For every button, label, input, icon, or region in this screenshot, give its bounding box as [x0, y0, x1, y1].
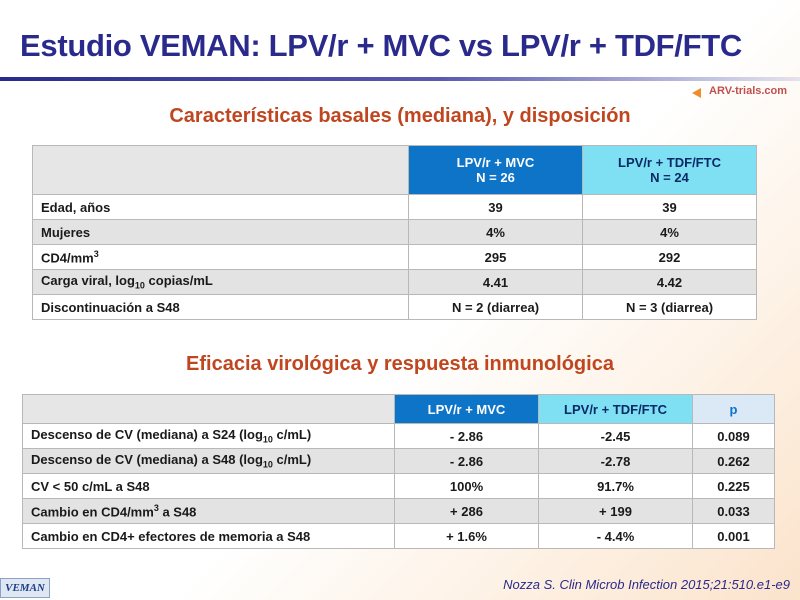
col-header-mvc: LPV/r + MVC N = 26 [408, 145, 583, 195]
table-row: Edad, años 39 39 [32, 194, 757, 220]
slide-title: Estudio VEMAN: LPV/r + MVC vs LPV/r + TD… [20, 28, 742, 63]
label-text: CD4/mm [41, 250, 94, 266]
study-tag: VEMAN [0, 578, 50, 598]
row-label: Edad, años [32, 194, 409, 220]
table-row: Cambio en CD4+ efectores de memoria a S4… [22, 523, 775, 549]
col-header-tdf: LPV/r + TDF/FTC [538, 394, 693, 424]
col-header-tdf-name: LPV/r + TDF/FTC [618, 155, 721, 170]
table-row: Descenso de CV (mediana) a S24 (log10 c/… [22, 423, 775, 449]
label-superscript: 3 [93, 248, 99, 259]
row-label: CV < 50 c/mL a S48 [22, 473, 395, 499]
label-text: Descenso de CV (mediana) a S24 (log [31, 427, 263, 443]
baseline-table: LPV/r + MVC N = 26 LPV/r + TDF/FTC N = 2… [32, 145, 757, 320]
baseline-section-title: Características basales (mediana), y dis… [169, 105, 631, 127]
value-p: 0.001 [692, 523, 775, 549]
row-label: Carga viral, log10 copias/mL [32, 269, 409, 295]
efficacy-table: LPV/r + MVC LPV/r + TDF/FTC p Descenso d… [22, 394, 775, 549]
row-label: Discontinuación a S48 [32, 294, 409, 320]
row-label: Descenso de CV (mediana) a S24 (log10 c/… [22, 423, 395, 449]
col-header-mvc-n: N = 26 [476, 170, 515, 185]
value-p: 0.262 [692, 448, 775, 474]
header-blank-cell [22, 394, 395, 424]
value-tdf: + 199 [538, 498, 693, 524]
table-row: CD4/mm3 295 292 [32, 244, 757, 270]
value-mvc: + 1.6% [394, 523, 539, 549]
table-row: Mujeres 4% 4% [32, 219, 757, 245]
label-text-suffix: a S48 [158, 504, 197, 520]
table-row: Discontinuación a S48 N = 2 (diarrea) N … [32, 294, 757, 320]
value-mvc: 39 [408, 194, 583, 220]
table-row: Cambio en CD4/mm3 a S48 + 286 + 199 0.03… [22, 498, 775, 524]
label-text: Carga viral, log [41, 273, 135, 289]
value-mvc: 4% [408, 219, 583, 245]
col-header-tdf-n: N = 24 [650, 170, 689, 185]
row-label: Cambio en CD4/mm3 a S48 [22, 498, 395, 524]
logo-arrow-icon [692, 84, 706, 98]
value-mvc: + 286 [394, 498, 539, 524]
label-text-suffix: c/mL) [272, 427, 312, 443]
value-mvc: - 2.86 [394, 448, 539, 474]
logo-text: ARV-trials.com [709, 85, 788, 97]
label-text: Descenso de CV (mediana) a S48 (log [31, 452, 263, 468]
label-subscript: 10 [262, 434, 273, 445]
arv-trials-logo: ARV-trials.com [692, 82, 787, 100]
value-mvc: 100% [394, 473, 539, 499]
value-tdf: N = 3 (diarrea) [582, 294, 757, 320]
value-p: 0.033 [692, 498, 775, 524]
value-tdf: 39 [582, 194, 757, 220]
label-subscript: 10 [134, 280, 145, 291]
title-underline [0, 77, 800, 81]
header-blank-cell [32, 145, 409, 195]
row-label: Descenso de CV (mediana) a S48 (log10 c/… [22, 448, 395, 474]
label-text-suffix: c/mL) [272, 452, 312, 468]
efficacy-section-title: Eficacia virológica y respuesta inmunoló… [186, 353, 614, 375]
table-row: Carga viral, log10 copias/mL 4.41 4.42 [32, 269, 757, 295]
value-mvc: 295 [408, 244, 583, 270]
value-mvc: N = 2 (diarrea) [408, 294, 583, 320]
value-tdf: 292 [582, 244, 757, 270]
value-p: 0.089 [692, 423, 775, 449]
value-tdf: -2.78 [538, 448, 693, 474]
value-mvc: 4.41 [408, 269, 583, 295]
label-superscript: 3 [153, 502, 159, 513]
col-header-p: p [692, 394, 775, 424]
col-header-mvc: LPV/r + MVC [394, 394, 539, 424]
value-tdf: 91.7% [538, 473, 693, 499]
label-text-suffix: copias/mL [144, 273, 213, 289]
row-label: Cambio en CD4+ efectores de memoria a S4… [22, 523, 395, 549]
value-tdf: - 4.4% [538, 523, 693, 549]
citation: Nozza S. Clin Microb Infection 2015;21:5… [503, 577, 790, 592]
label-subscript: 10 [262, 459, 273, 470]
col-header-tdf: LPV/r + TDF/FTC N = 24 [582, 145, 757, 195]
value-tdf: 4% [582, 219, 757, 245]
col-header-mvc-name: LPV/r + MVC [456, 155, 535, 170]
value-p: 0.225 [692, 473, 775, 499]
value-mvc: - 2.86 [394, 423, 539, 449]
value-tdf: 4.42 [582, 269, 757, 295]
table-row: Descenso de CV (mediana) a S48 (log10 c/… [22, 448, 775, 474]
row-label: Mujeres [32, 219, 409, 245]
label-text: Cambio en CD4/mm [31, 504, 154, 520]
table-row: CV < 50 c/mL a S48 100% 91.7% 0.225 [22, 473, 775, 499]
row-label: CD4/mm3 [32, 244, 409, 270]
value-tdf: -2.45 [538, 423, 693, 449]
